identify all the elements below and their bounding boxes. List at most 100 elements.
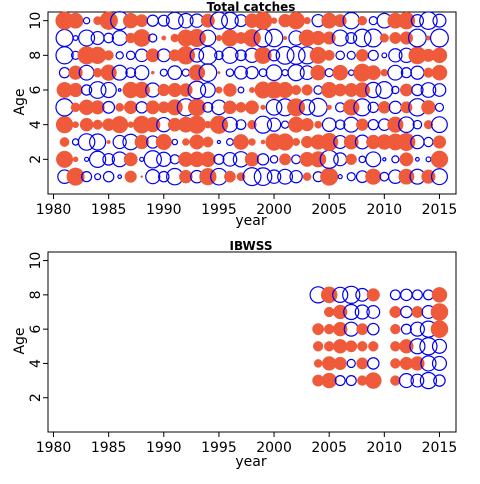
bubble-positive bbox=[88, 46, 107, 64]
bubble-positive bbox=[179, 83, 193, 97]
bubble-negative bbox=[256, 153, 270, 166]
bubble-positive bbox=[111, 116, 129, 134]
bubble-negative bbox=[367, 49, 379, 61]
bubble-positive bbox=[292, 138, 301, 146]
bubble-positive bbox=[357, 15, 368, 26]
y-tick-label: 4 bbox=[28, 359, 44, 368]
bubble-positive bbox=[103, 50, 114, 61]
bubble-positive bbox=[399, 152, 414, 167]
bubble-positive bbox=[389, 32, 402, 44]
bubble-positive bbox=[90, 100, 105, 115]
bubble-negative bbox=[410, 14, 425, 28]
bubble-negative bbox=[88, 150, 107, 168]
bubble-negative bbox=[158, 170, 170, 183]
bubble-positive bbox=[200, 13, 215, 28]
x-axis-label: year bbox=[235, 454, 266, 470]
bubble-negative bbox=[80, 171, 93, 183]
bubble-positive bbox=[312, 323, 325, 336]
bubble-positive bbox=[68, 65, 83, 80]
bubble-positive bbox=[390, 323, 401, 335]
bubble-negative bbox=[298, 99, 316, 116]
x-tick-label: 2010 bbox=[367, 202, 403, 218]
bubble-negative bbox=[431, 355, 448, 371]
bubble-positive bbox=[243, 29, 261, 47]
bubble-negative bbox=[277, 168, 294, 185]
bubble-positive bbox=[430, 320, 449, 338]
bubble-negative bbox=[275, 45, 295, 65]
bubble-negative bbox=[134, 64, 150, 81]
bubble-negative bbox=[366, 305, 381, 319]
bubble-positive bbox=[399, 83, 413, 97]
bubble-negative bbox=[159, 68, 168, 77]
x-tick-labels: 1980 1985 1990 1995 2000 2005 2010 2015 bbox=[36, 202, 458, 218]
bubble-positive bbox=[179, 169, 193, 184]
bubble-positive bbox=[72, 121, 79, 129]
bubble-positive bbox=[397, 133, 416, 151]
bubble-negative bbox=[245, 65, 259, 80]
bubble-negative bbox=[267, 49, 281, 62]
x-tick-label: 1990 bbox=[146, 440, 182, 456]
bubble-negative bbox=[431, 338, 448, 354]
bubble-positive bbox=[134, 134, 149, 150]
bubble-negative bbox=[221, 46, 239, 64]
bubble-positive bbox=[245, 100, 259, 115]
bubble-positive bbox=[244, 152, 260, 167]
bubble-negative bbox=[100, 81, 117, 99]
bubble-negative bbox=[199, 82, 216, 98]
bubble-positive bbox=[70, 102, 81, 113]
bubble-positive bbox=[365, 168, 382, 185]
bubble-negative bbox=[387, 64, 404, 81]
bubble-negative bbox=[337, 174, 343, 180]
bubble-negative bbox=[431, 116, 448, 134]
y-tick-label: 6 bbox=[28, 325, 44, 334]
bubble-positive bbox=[378, 101, 391, 114]
x-tick-labels: 1980 1985 1990 1995 2000 2005 2010 2015 bbox=[36, 440, 458, 456]
bubble-positive bbox=[166, 99, 183, 116]
bubble-positive bbox=[150, 70, 155, 75]
bubble-negative bbox=[266, 169, 282, 184]
bubble-negative bbox=[199, 29, 217, 47]
bubble-negative bbox=[221, 11, 239, 30]
y-tick-label: 10 bbox=[28, 12, 44, 30]
bubble-negative bbox=[409, 321, 425, 337]
bubble-negative bbox=[94, 173, 102, 181]
bubble-negative bbox=[286, 45, 306, 65]
bubble-negative bbox=[433, 374, 446, 387]
bubble-positive bbox=[431, 287, 448, 303]
bubble-negative bbox=[412, 119, 423, 130]
bubble-positive bbox=[270, 17, 278, 24]
bubble-positive bbox=[291, 84, 302, 96]
bubble-positive bbox=[320, 167, 339, 186]
bubble-negative bbox=[102, 100, 116, 114]
bubble-negative bbox=[213, 153, 225, 165]
bubble-positive bbox=[276, 81, 294, 99]
x-tick-label: 1995 bbox=[201, 440, 237, 456]
bubble-negative bbox=[391, 155, 400, 164]
bubble-negative bbox=[430, 168, 448, 186]
bubble-positive bbox=[389, 306, 402, 318]
bubble-positive bbox=[124, 170, 137, 183]
bubble-positive bbox=[302, 172, 312, 181]
bubble-positive bbox=[187, 115, 206, 134]
bubble-negative bbox=[365, 151, 382, 168]
bubble-positive bbox=[313, 359, 323, 368]
bubble-positive bbox=[343, 134, 359, 150]
bubble-negative bbox=[367, 322, 380, 336]
bubble-positive bbox=[301, 84, 313, 96]
bubble-negative bbox=[343, 303, 360, 321]
bubble-positive bbox=[390, 341, 401, 352]
bubble-negative bbox=[388, 48, 403, 63]
bubble-positive bbox=[312, 341, 324, 352]
bubble-negative bbox=[72, 35, 79, 41]
bubble-negative bbox=[345, 375, 357, 387]
bubble-positive bbox=[188, 64, 206, 81]
bubble-positive bbox=[155, 133, 172, 151]
bubble-negative bbox=[112, 134, 127, 150]
bubble-positive bbox=[300, 118, 314, 132]
bubble-positive bbox=[145, 116, 161, 133]
bubble-positive bbox=[333, 356, 347, 371]
bubble-negative bbox=[400, 323, 412, 335]
bubble-negative bbox=[102, 152, 116, 166]
bubble-negative bbox=[429, 28, 449, 48]
